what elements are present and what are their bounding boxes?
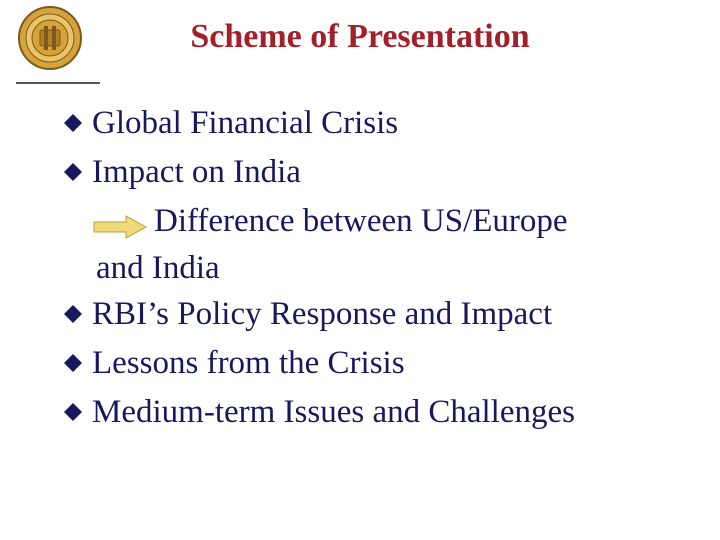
slide-title: Scheme of Presentation <box>0 18 720 56</box>
sub-bullet-text-line2: and India <box>96 245 680 292</box>
logo-underline <box>16 82 100 84</box>
diamond-bullet-icon <box>64 163 82 181</box>
bullet-item: Lessons from the Crisis <box>64 340 680 387</box>
bullet-item: Global Financial Crisis <box>64 100 680 147</box>
diamond-bullet-icon <box>64 354 82 372</box>
right-arrow-icon <box>92 208 148 236</box>
sub-bullet-item: Difference between US/Europe <box>92 198 680 245</box>
diamond-bullet-icon <box>64 305 82 323</box>
bullet-text: Impact on India <box>92 149 680 196</box>
bullet-text: Medium-term Issues and Challenges <box>92 389 680 436</box>
sub-bullet-text-line1: Difference between US/Europe <box>154 198 680 245</box>
bullet-text: Global Financial Crisis <box>92 100 680 147</box>
bullet-item: RBI’s Policy Response and Impact <box>64 291 680 338</box>
slide-body: Global Financial Crisis Impact on India … <box>64 100 680 438</box>
bullet-item: Impact on India <box>64 149 680 196</box>
diamond-bullet-icon <box>64 403 82 421</box>
bullet-text: RBI’s Policy Response and Impact <box>92 291 680 338</box>
bullet-item: Medium-term Issues and Challenges <box>64 389 680 436</box>
bullet-text: Lessons from the Crisis <box>92 340 680 387</box>
diamond-bullet-icon <box>64 114 82 132</box>
